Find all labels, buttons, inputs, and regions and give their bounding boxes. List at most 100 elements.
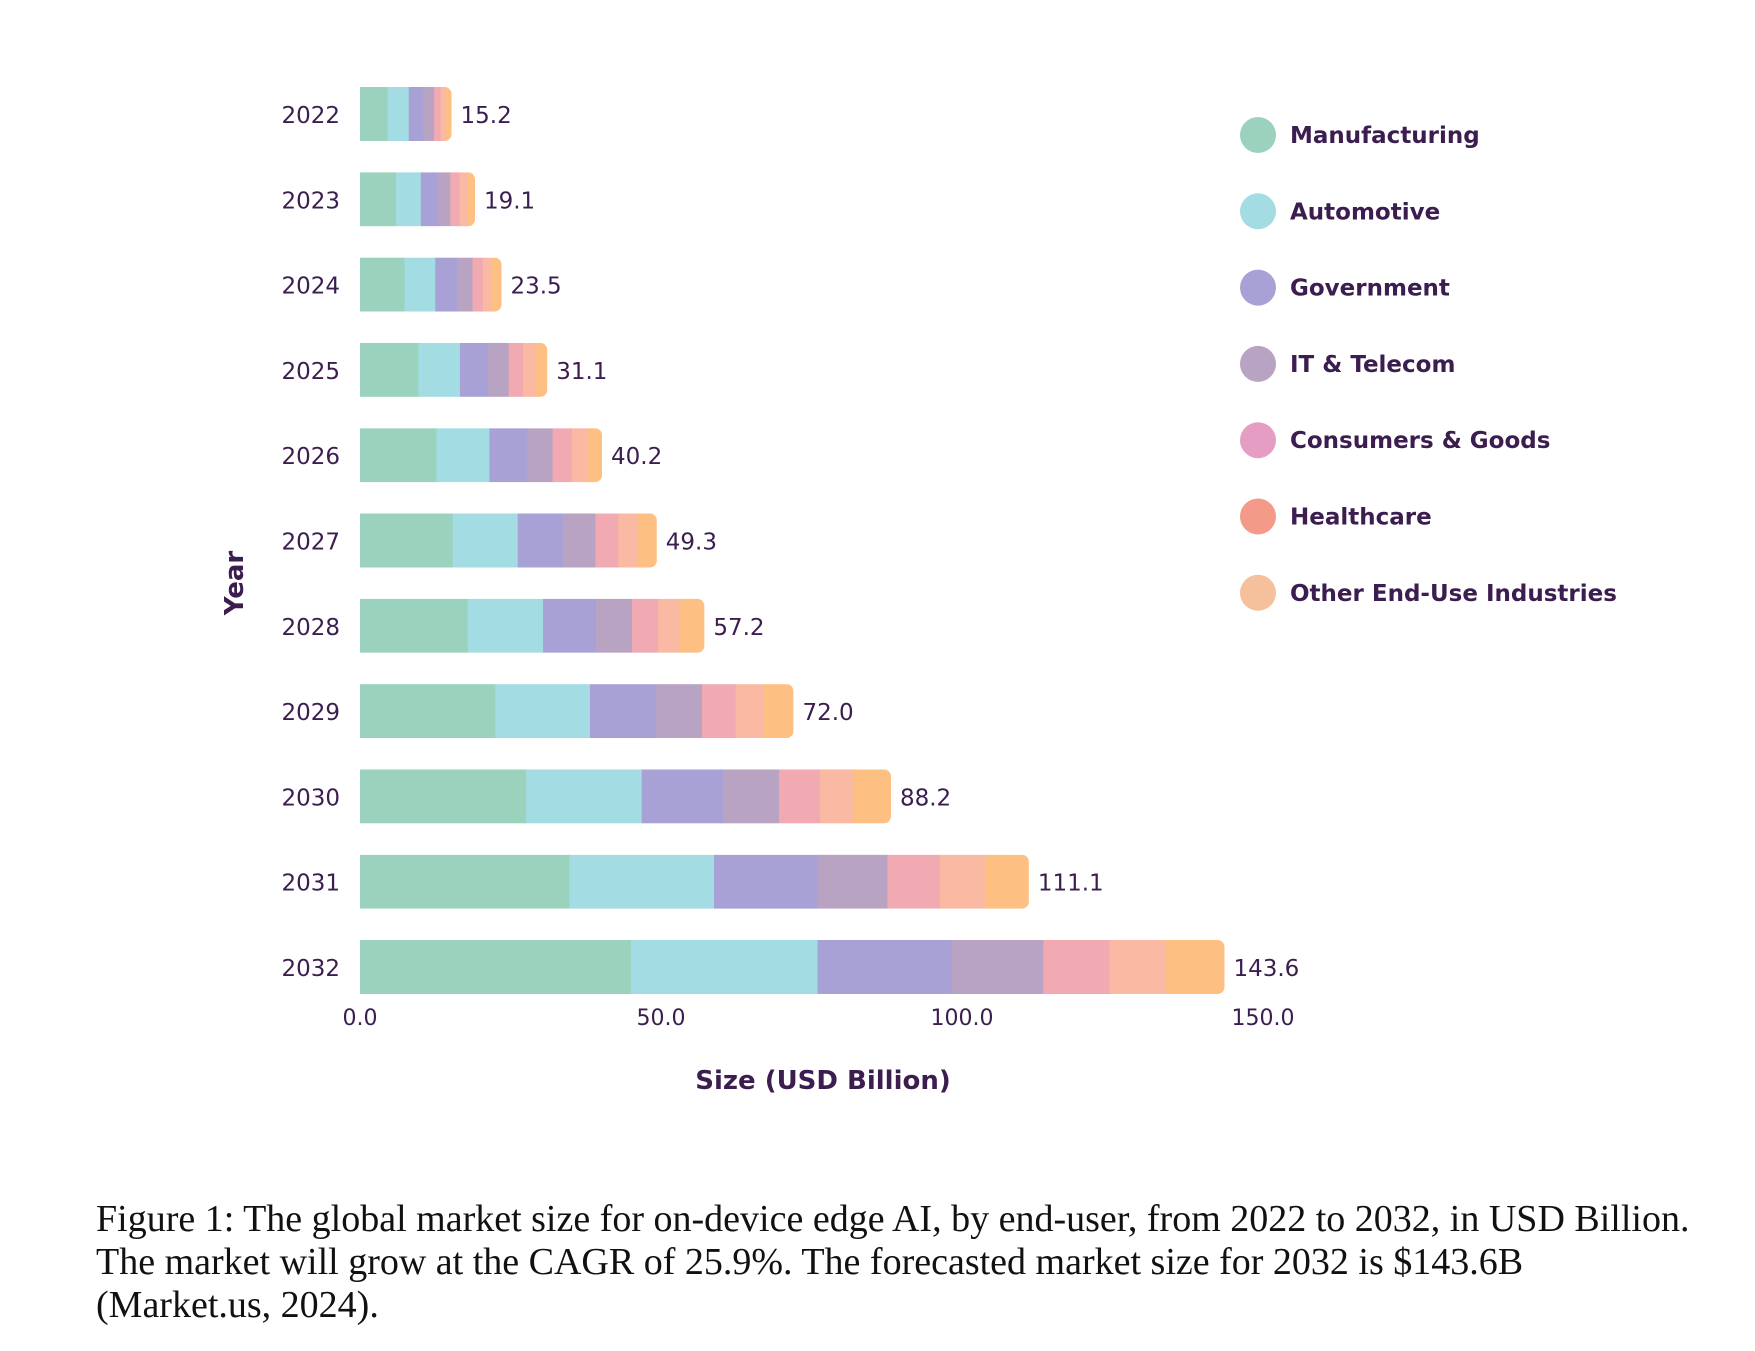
bar-segment-other-end-use-industries-2026 xyxy=(588,428,603,483)
bar-segment-other-end-use-industries-2023 xyxy=(467,172,475,227)
y-tick-label: 2028 xyxy=(281,615,340,641)
legend-marker xyxy=(1240,117,1276,153)
bar-segment-healthcare-2031 xyxy=(939,854,986,909)
bar-segment-it-telecom-2032 xyxy=(951,940,1044,994)
total-label: 19.1 xyxy=(484,188,535,214)
legend-label: Automotive xyxy=(1290,199,1440,225)
bar-segment-it-telecom-2027 xyxy=(562,513,596,568)
bar-segment-manufacturing-2026 xyxy=(360,428,437,483)
bar-segment-automotive-2030 xyxy=(526,769,643,824)
bar-segment-government-2032 xyxy=(817,940,953,994)
bar-segment-manufacturing-2032 xyxy=(360,940,632,994)
bar-segment-automotive-2027 xyxy=(452,513,519,568)
y-tick-label: 2029 xyxy=(281,700,340,726)
bar-segment-healthcare-2026 xyxy=(571,428,589,483)
bar-row-2029 xyxy=(360,684,794,739)
bar-segment-it-telecom-2028 xyxy=(595,598,633,653)
bar-row-2025 xyxy=(360,342,548,397)
bar-segment-government-2029 xyxy=(589,684,657,739)
bar-segment-healthcare-2027 xyxy=(618,513,639,568)
total-label: 15.2 xyxy=(461,103,512,129)
bar-row-2031 xyxy=(360,854,1029,909)
bar-segment-other-end-use-industries-2028 xyxy=(679,598,705,653)
y-tick-label: 2024 xyxy=(281,274,340,300)
legend-marker xyxy=(1240,345,1276,382)
bar-segment-government-2025 xyxy=(459,342,489,397)
bar-row-2022 xyxy=(360,87,452,141)
bar-segment-it-telecom-2030 xyxy=(723,769,780,824)
bar-segment-automotive-2032 xyxy=(630,940,819,994)
bar-segment-consumers-goods-2028 xyxy=(632,598,659,653)
y-tick-labels: 2022 2023 2024 2025 2026 2027 2028 2029 2030 2031… xyxy=(281,103,340,982)
bar-segment-manufacturing-2030 xyxy=(360,769,527,824)
bar-segment-consumers-goods-2029 xyxy=(701,684,737,739)
x-tick-label: 0.0 xyxy=(343,1006,378,1031)
bar-segment-government-2030 xyxy=(641,769,724,824)
bar-segment-consumers-goods-2023 xyxy=(450,172,460,227)
legend-marker xyxy=(1240,574,1276,611)
bar-segment-government-2023 xyxy=(420,172,439,227)
bar-segment-other-end-use-industries-2022 xyxy=(446,87,452,141)
bar-segment-manufacturing-2029 xyxy=(360,684,496,739)
bar-segment-consumers-goods-2027 xyxy=(595,513,619,568)
total-label: 23.5 xyxy=(510,274,561,300)
legend-marker xyxy=(1240,193,1276,230)
bar-segment-other-end-use-industries-2030 xyxy=(853,769,891,824)
bar-segment-healthcare-2024 xyxy=(482,257,493,312)
total-label: 111.1 xyxy=(1038,871,1104,897)
bar-segment-it-telecom-2022 xyxy=(423,87,435,141)
bar-segment-consumers-goods-2024 xyxy=(472,257,484,312)
y-tick-label: 2022 xyxy=(281,103,340,129)
bar-segment-healthcare-2032 xyxy=(1109,940,1167,994)
legend-label: Consumers & Goods xyxy=(1290,428,1550,454)
bar-segment-it-telecom-2026 xyxy=(526,428,554,483)
total-label: 57.2 xyxy=(713,615,764,641)
bar-segment-healthcare-2022 xyxy=(440,87,447,141)
legend-label: Other End-Use Industries xyxy=(1290,581,1617,607)
x-tick-label: 100.0 xyxy=(931,1006,994,1031)
bar-segment-it-telecom-2025 xyxy=(488,342,510,397)
bar-segment-government-2031 xyxy=(713,854,819,909)
bar-segment-consumers-goods-2031 xyxy=(887,854,941,909)
legend-label: Manufacturing xyxy=(1290,123,1480,149)
bar-segment-government-2024 xyxy=(435,257,458,312)
x-axis-label: Size (USD Billion) xyxy=(695,1066,951,1096)
bar-row-2032 xyxy=(360,940,1225,994)
bar-segment-automotive-2026 xyxy=(436,428,490,483)
bar-segment-other-end-use-industries-2027 xyxy=(638,513,657,568)
bar-row-2028 xyxy=(360,598,705,653)
bar-segment-healthcare-2025 xyxy=(523,342,537,397)
bar-row-2023 xyxy=(360,172,475,227)
y-tick-label: 2025 xyxy=(281,359,340,385)
legend-marker xyxy=(1240,498,1276,535)
y-tick-label: 2031 xyxy=(281,871,340,897)
bar-segment-healthcare-2028 xyxy=(657,598,681,653)
total-label: 31.1 xyxy=(556,359,607,385)
total-label: 143.6 xyxy=(1233,956,1299,982)
bar-segment-it-telecom-2024 xyxy=(456,257,474,312)
bar-segment-consumers-goods-2025 xyxy=(508,342,524,397)
x-tick-labels: 0.0 50.0 100.0 150.0 xyxy=(343,1006,1295,1031)
y-tick-label: 2032 xyxy=(281,956,340,982)
bar-row-2027 xyxy=(360,513,657,568)
bar-segment-automotive-2029 xyxy=(495,684,591,739)
bar-segment-automotive-2023 xyxy=(396,172,422,227)
bar-segment-healthcare-2023 xyxy=(459,172,468,227)
bar-segment-automotive-2025 xyxy=(418,342,461,397)
bar-segment-automotive-2028 xyxy=(467,598,544,653)
bar-segment-government-2022 xyxy=(408,87,424,141)
y-tick-label: 2026 xyxy=(281,444,340,470)
bar-segment-consumers-goods-2022 xyxy=(434,87,442,141)
bar-segment-manufacturing-2023 xyxy=(360,172,397,227)
bar-segment-manufacturing-2031 xyxy=(360,854,570,909)
legend-marker xyxy=(1240,422,1276,459)
y-tick-label: 2027 xyxy=(281,530,340,556)
y-tick-label: 2023 xyxy=(281,188,340,214)
bar-segment-manufacturing-2027 xyxy=(360,513,454,568)
bar-segment-government-2026 xyxy=(489,428,528,483)
x-tick-label: 50.0 xyxy=(637,1006,686,1031)
bar-segment-other-end-use-industries-2029 xyxy=(763,684,794,739)
stacked-bar-chart: 2022 2023 2024 2025 2026 2027 2028 2029 2030 2031… xyxy=(220,87,1617,1096)
bar-segment-consumers-goods-2032 xyxy=(1043,940,1110,994)
bar-segment-healthcare-2030 xyxy=(819,769,855,824)
